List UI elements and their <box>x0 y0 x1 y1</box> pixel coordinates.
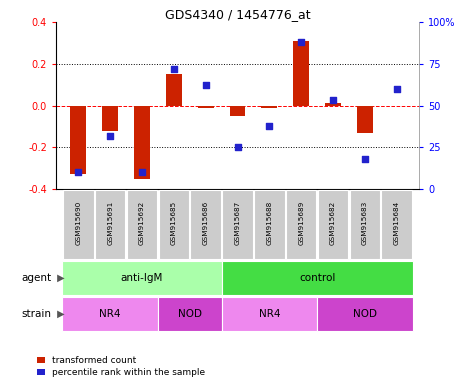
Bar <box>229 106 245 116</box>
Point <box>329 98 337 104</box>
Point <box>138 169 146 175</box>
Text: agent: agent <box>21 273 51 283</box>
Bar <box>381 190 412 258</box>
Title: GDS4340 / 1454776_at: GDS4340 / 1454776_at <box>165 8 310 21</box>
Text: ▶: ▶ <box>53 273 64 283</box>
Bar <box>318 190 348 258</box>
Legend: transformed count, percentile rank within the sample: transformed count, percentile rank withi… <box>38 356 205 377</box>
Text: NOD: NOD <box>178 309 202 319</box>
Bar <box>159 190 189 258</box>
Bar <box>95 190 125 258</box>
Text: NR4: NR4 <box>258 309 280 319</box>
Text: anti-IgM: anti-IgM <box>121 273 163 283</box>
Text: GSM915687: GSM915687 <box>234 201 241 245</box>
Point <box>170 66 178 72</box>
Text: GSM915688: GSM915688 <box>266 201 272 245</box>
Text: GSM915689: GSM915689 <box>298 201 304 245</box>
Point <box>393 86 401 92</box>
Text: GSM915683: GSM915683 <box>362 201 368 245</box>
Bar <box>221 262 413 295</box>
Bar <box>198 106 213 108</box>
Bar <box>102 106 118 131</box>
Text: GSM915692: GSM915692 <box>139 201 145 245</box>
Text: GSM915682: GSM915682 <box>330 201 336 245</box>
Text: GSM915684: GSM915684 <box>393 201 400 245</box>
Bar <box>166 74 182 106</box>
Text: ▶: ▶ <box>53 309 64 319</box>
Bar <box>357 106 373 132</box>
Text: strain: strain <box>21 309 51 319</box>
Bar <box>134 106 150 179</box>
Bar <box>325 103 341 106</box>
Bar <box>317 298 413 331</box>
Bar <box>63 190 94 258</box>
Text: GSM915686: GSM915686 <box>203 201 209 245</box>
Bar <box>222 190 253 258</box>
Text: control: control <box>299 273 335 283</box>
Point <box>361 156 369 162</box>
Point <box>75 169 82 175</box>
Bar <box>190 190 221 258</box>
Bar <box>293 41 309 106</box>
Point <box>265 122 273 129</box>
Bar <box>62 262 221 295</box>
Bar <box>261 106 277 108</box>
Text: GSM915690: GSM915690 <box>76 201 81 245</box>
Bar <box>286 190 317 258</box>
Text: GSM915691: GSM915691 <box>107 201 113 245</box>
Point <box>202 83 210 89</box>
Bar <box>349 190 380 258</box>
Text: GSM915685: GSM915685 <box>171 201 177 245</box>
Point <box>297 39 305 45</box>
Point <box>234 144 241 150</box>
Bar <box>70 106 86 174</box>
Bar <box>158 298 221 331</box>
Point <box>106 132 114 139</box>
Bar <box>221 298 317 331</box>
Bar <box>62 298 158 331</box>
Text: NOD: NOD <box>353 309 377 319</box>
Text: NR4: NR4 <box>99 309 121 319</box>
Bar <box>254 190 285 258</box>
Bar <box>127 190 157 258</box>
